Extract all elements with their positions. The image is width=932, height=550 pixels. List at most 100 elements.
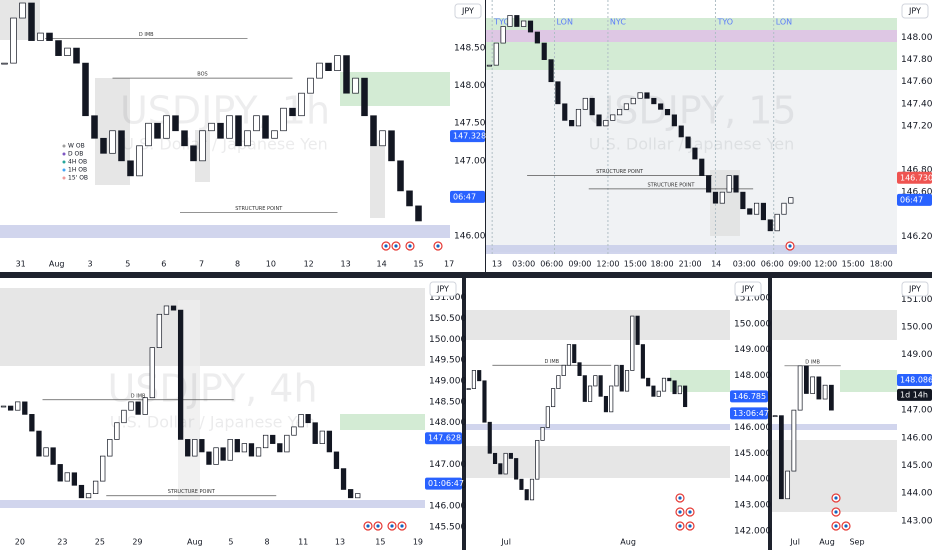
candle	[492, 452, 498, 464]
x-tick-label: 06:00	[761, 260, 784, 269]
legend-dot	[62, 168, 66, 172]
price-badge	[730, 407, 768, 420]
candle	[305, 414, 311, 424]
candle	[262, 434, 269, 449]
y-tick-label: 149.000	[429, 377, 466, 387]
candle	[127, 160, 134, 177]
candle	[760, 202, 767, 221]
y-tick-label: 147.000	[429, 460, 466, 470]
flag-icon-center	[436, 244, 440, 248]
currency-label: JPY	[908, 7, 921, 16]
candle	[672, 380, 677, 395]
price-badge-label: 147.628	[428, 434, 461, 443]
price-badge-label: 01:06:47	[428, 479, 464, 488]
candle	[623, 103, 630, 110]
candle	[248, 443, 255, 457]
x-tick-label: Jul	[789, 538, 800, 547]
x-tick-label: 18:00	[870, 260, 893, 269]
candle	[610, 114, 616, 121]
x-tick-label: 20	[15, 538, 25, 547]
candle	[664, 108, 671, 116]
level-label: BOS	[197, 72, 207, 78]
x-tick-label: 09:00	[788, 260, 811, 269]
level-label: D IMB	[131, 393, 146, 399]
y-tick-label: 151.000	[901, 295, 932, 305]
candle	[333, 451, 340, 469]
x-tick-label: Aug	[620, 538, 636, 547]
y-tick-label: 145.000	[734, 449, 771, 459]
x-tick-label: Aug	[49, 260, 65, 269]
x-tick-label: 6	[161, 260, 166, 269]
x-tick-label: 03:00	[733, 260, 756, 269]
y-tick-label: 144.000	[901, 489, 932, 499]
y-tick-label: 149.000	[901, 350, 932, 360]
price-badge-label: 147.328	[453, 132, 486, 141]
candle	[163, 305, 170, 315]
candle	[55, 40, 62, 56]
candle	[712, 191, 719, 204]
candle	[50, 447, 56, 465]
y-tick-label: 146.000	[734, 423, 771, 433]
candle	[519, 478, 524, 490]
level-label: D IMB	[544, 359, 559, 365]
candle	[206, 451, 212, 465]
candle	[646, 377, 651, 387]
candle	[566, 344, 572, 366]
candle	[541, 42, 547, 60]
candle	[658, 103, 664, 110]
candle	[241, 443, 248, 453]
candle	[785, 470, 791, 500]
price-badge	[730, 390, 768, 403]
candle	[534, 31, 540, 44]
x-tick-label: 12:00	[814, 260, 837, 269]
x-tick-label: 7	[199, 260, 204, 269]
candle	[170, 305, 177, 311]
x-tick-label: 15	[413, 260, 423, 269]
zone	[466, 446, 730, 478]
y-tick-label: 150.000	[429, 335, 466, 345]
zone	[486, 30, 897, 42]
candle	[172, 115, 179, 132]
y-tick-label: 143.000	[734, 501, 771, 511]
candle	[630, 315, 635, 371]
candle	[217, 122, 224, 139]
candle	[719, 191, 725, 204]
x-tick-label: 23	[57, 538, 67, 547]
candle	[43, 447, 49, 457]
session-label: LON	[557, 18, 573, 27]
candle	[822, 384, 828, 400]
y-tick-label: 147.400	[901, 99, 932, 109]
y-tick-label: 147.000	[901, 406, 932, 416]
zone	[0, 225, 450, 238]
candle	[190, 145, 197, 162]
candle	[640, 344, 645, 379]
candle	[280, 107, 287, 132]
candle	[0, 405, 7, 408]
y-tick-label: 151.000	[429, 293, 466, 303]
x-tick-label: 12:00	[596, 260, 619, 269]
y-tick-label: 147.800	[901, 55, 932, 65]
y-tick-label: 146.000	[429, 502, 466, 512]
session-label: LON	[776, 18, 792, 27]
candle	[572, 344, 577, 364]
session-label: TYO	[716, 18, 733, 27]
flag-icon-center	[688, 510, 692, 514]
candle	[253, 115, 260, 132]
candle	[529, 478, 535, 501]
x-tick-label: 29	[132, 538, 142, 547]
x-tick-label: 8	[264, 538, 269, 547]
candle	[340, 468, 347, 490]
candle	[740, 191, 746, 210]
price-badge-label: 06:47	[900, 195, 923, 204]
candle	[352, 77, 359, 94]
candle	[319, 430, 325, 444]
candle	[291, 426, 297, 436]
candle	[7, 405, 14, 411]
legend-item: 15' OB	[68, 175, 88, 182]
y-tick-label: 148.500	[454, 44, 491, 54]
candle	[803, 365, 809, 394]
candle	[121, 409, 127, 424]
y-tick-label: 147.000	[454, 156, 491, 166]
candle	[255, 447, 262, 457]
x-tick-label: 5	[228, 538, 233, 547]
